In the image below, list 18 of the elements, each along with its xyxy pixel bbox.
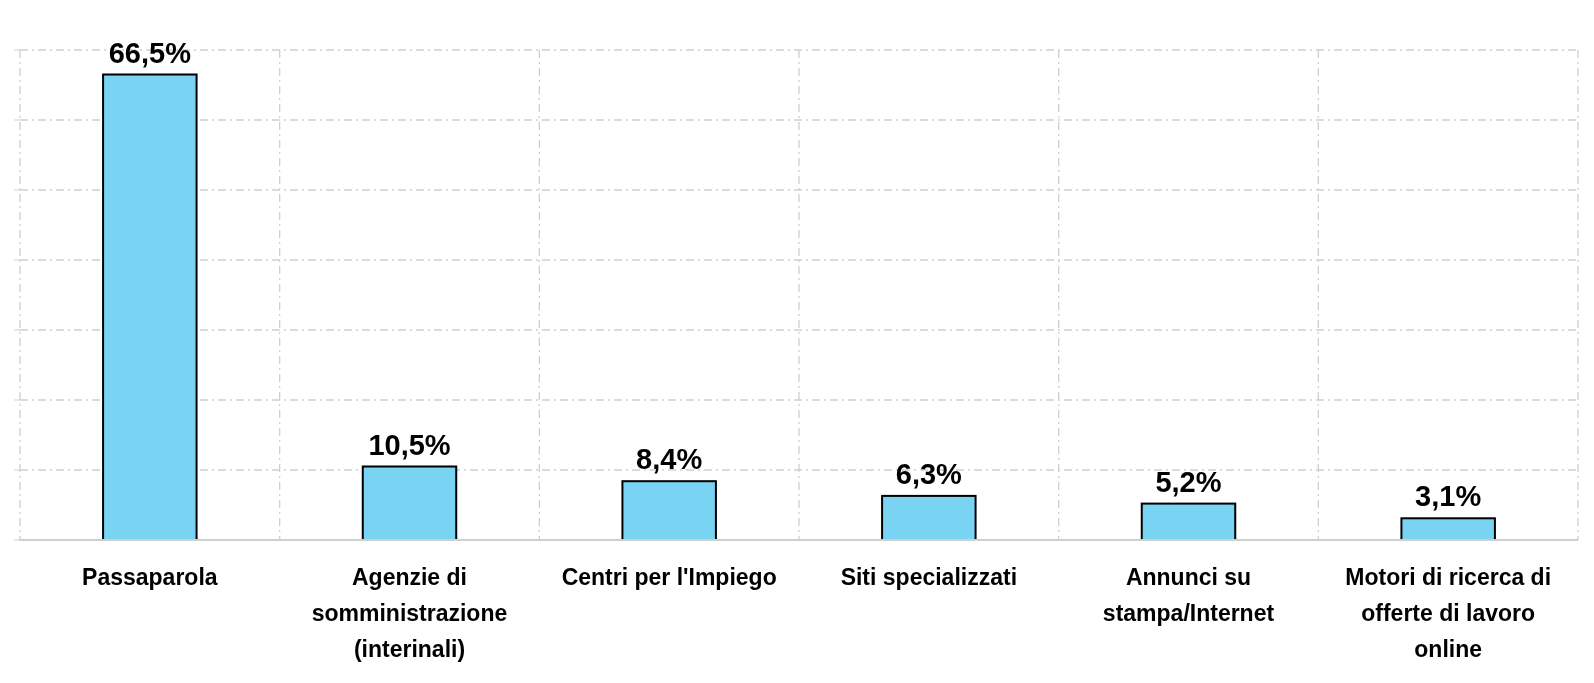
x-tick-label: Motori di ricerca di offerte di lavoro online (1345, 564, 1552, 662)
x-tick-label: Centri per l'Impiego (561, 564, 777, 590)
data-label: 8,4% (636, 443, 703, 476)
bar (361, 465, 458, 541)
data-label: 66,5% (108, 36, 192, 69)
data-label: 5,2% (1155, 465, 1222, 498)
data-label: 6,3% (895, 457, 963, 490)
x-tick-label: Passaparola (82, 564, 218, 590)
x-tick-label: Annunci su stampa/Internet (1102, 564, 1275, 626)
x-tick-label: Siti specializzati (840, 564, 1018, 590)
bar (881, 494, 977, 541)
x-tick-label: Agenzie di somministrazione (interinali) (311, 564, 508, 662)
bar (1140, 502, 1237, 541)
bar (1400, 517, 1496, 541)
data-label: 10,5% (368, 428, 451, 461)
data-label: 3,1% (1415, 480, 1482, 513)
bar (102, 73, 198, 541)
bar (621, 480, 717, 541)
